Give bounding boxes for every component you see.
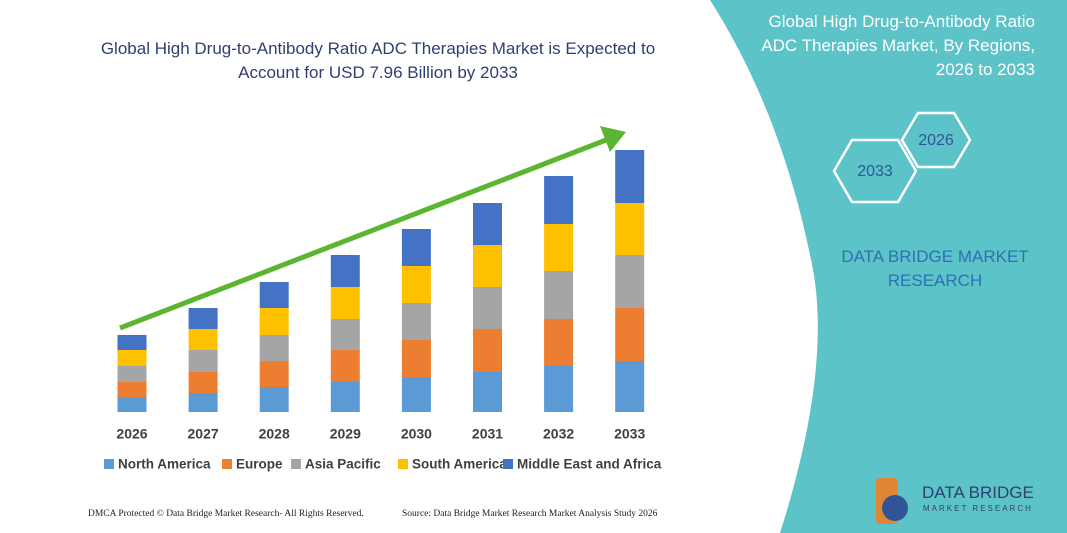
bar-segment xyxy=(615,203,645,255)
bar-segment xyxy=(544,366,574,412)
bar-segment xyxy=(188,372,218,393)
bar-segment xyxy=(117,335,147,350)
x-tick-label: 2026 xyxy=(116,426,147,442)
bar-segment xyxy=(473,329,502,372)
hexagon-label: 2026 xyxy=(918,132,954,149)
x-tick-label: 2027 xyxy=(188,426,219,442)
legend-label: North America xyxy=(118,457,211,472)
bar-segment xyxy=(544,224,574,271)
bar-segment xyxy=(188,329,218,350)
brand: DATA BRIDGE MARKET RESEARCH xyxy=(841,247,1029,290)
legend-swatch xyxy=(222,459,232,469)
x-tick-label: 2032 xyxy=(543,426,574,442)
side-panel-bg xyxy=(710,0,1067,533)
panel-title: Global High Drug-to-Antibody Ratio ADC T… xyxy=(761,12,1035,79)
hexagon-label: 2033 xyxy=(857,163,893,180)
bar-segment xyxy=(615,150,645,203)
legend-label: South America xyxy=(412,457,507,472)
legend-label: Middle East and Africa xyxy=(517,457,662,472)
hexagon xyxy=(832,138,918,204)
legend-swatch xyxy=(104,459,114,469)
bar-segment xyxy=(401,303,431,340)
x-tick-label: 2029 xyxy=(330,426,361,442)
bar-segment xyxy=(544,319,574,366)
footer-left: DMCA Protected © Data Bridge Market Rese… xyxy=(88,509,364,519)
bar-segment xyxy=(473,203,502,245)
hexagon xyxy=(900,111,972,169)
bar-segment xyxy=(188,350,218,372)
bar-segment xyxy=(615,255,645,308)
legend-swatch xyxy=(291,459,301,469)
trend-arrow xyxy=(119,137,607,331)
bar-segment xyxy=(473,245,502,287)
legend-swatch xyxy=(503,459,513,469)
bar-segment xyxy=(117,382,147,398)
x-tick-label: 2031 xyxy=(472,426,503,442)
bar-segment xyxy=(473,287,502,329)
bar-segment xyxy=(259,282,289,308)
logo-tagline: MARKET RESEARCH xyxy=(923,504,1033,513)
bar-segment xyxy=(544,176,574,224)
bar-segment xyxy=(117,366,147,382)
legend-label: Asia Pacific xyxy=(305,457,381,472)
bar-segment xyxy=(615,308,645,361)
bar-segment xyxy=(259,361,289,387)
bar-segment xyxy=(188,308,218,329)
bar-segment xyxy=(330,287,360,319)
bar-segment xyxy=(117,398,147,412)
bar-segment xyxy=(330,319,360,350)
bar-segment xyxy=(330,255,360,287)
logo-icon xyxy=(882,495,908,521)
bar-segment xyxy=(259,308,289,335)
bar-segment xyxy=(330,350,360,382)
bar-segment xyxy=(473,372,502,412)
arrow-head xyxy=(600,126,626,152)
bar-segment xyxy=(259,335,289,361)
footer-right: Source: Data Bridge Market Research Mark… xyxy=(402,509,658,519)
legend-swatch xyxy=(398,459,408,469)
bar-segment xyxy=(401,340,431,377)
bar-segment xyxy=(544,271,574,319)
bar-segment xyxy=(401,266,431,303)
x-tick-label: 2033 xyxy=(614,426,645,442)
bar-segment xyxy=(615,361,645,412)
legend-label: Europe xyxy=(236,457,283,472)
x-tick-label: 2028 xyxy=(259,426,290,442)
bar-segment xyxy=(117,350,147,366)
bar-segment xyxy=(401,229,431,266)
bar-segment xyxy=(330,382,360,412)
bar-segment xyxy=(188,393,218,412)
bar-segment xyxy=(401,377,431,412)
logo-name: DATA BRIDGE xyxy=(922,483,1034,502)
chart-title: Global High Drug-to-Antibody Ratio ADC T… xyxy=(100,39,656,82)
x-tick-label: 2030 xyxy=(401,426,432,442)
bar-segment xyxy=(259,387,289,412)
